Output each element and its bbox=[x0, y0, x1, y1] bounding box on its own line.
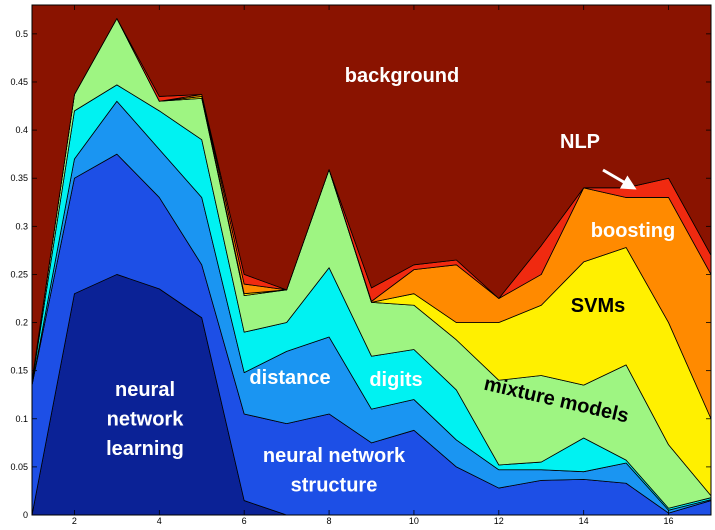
y-tick-label: 0.45 bbox=[10, 77, 28, 87]
area-label: boosting bbox=[591, 220, 675, 242]
y-tick-label: 0.3 bbox=[15, 221, 28, 231]
y-tick-label: 0.05 bbox=[10, 462, 28, 472]
y-tick-label: 0.5 bbox=[15, 29, 28, 39]
area-label: digits bbox=[369, 369, 422, 391]
x-tick-label: 8 bbox=[327, 516, 332, 525]
x-tick-label: 10 bbox=[409, 516, 419, 525]
area-label: distance bbox=[249, 367, 330, 389]
area-label: NLP bbox=[560, 131, 600, 153]
y-tick-label: 0.4 bbox=[15, 125, 28, 135]
x-tick-label: 2 bbox=[72, 516, 77, 525]
area-label: background bbox=[345, 65, 459, 87]
y-tick-label: 0.1 bbox=[15, 414, 28, 424]
area-label: neural network structure bbox=[263, 445, 406, 497]
x-tick-label: 12 bbox=[494, 516, 504, 525]
y-tick-label: 0.25 bbox=[10, 269, 28, 279]
x-tick-label: 16 bbox=[664, 516, 674, 525]
plot-frame bbox=[31, 4, 712, 516]
x-tick-label: 4 bbox=[157, 516, 162, 525]
areas bbox=[31, 4, 712, 516]
x-tick-label: 14 bbox=[579, 516, 589, 525]
y-tick-label: 0.2 bbox=[15, 318, 28, 328]
area-label: SVMs bbox=[571, 295, 625, 317]
area-label: neural network learning bbox=[106, 379, 184, 460]
nlp-arrow bbox=[602, 168, 637, 190]
y-tick-label: 0.35 bbox=[10, 173, 28, 183]
x-tick-label: 6 bbox=[242, 516, 247, 525]
y-tick-label: 0 bbox=[23, 510, 28, 520]
y-tick-label: 0.15 bbox=[10, 366, 28, 376]
